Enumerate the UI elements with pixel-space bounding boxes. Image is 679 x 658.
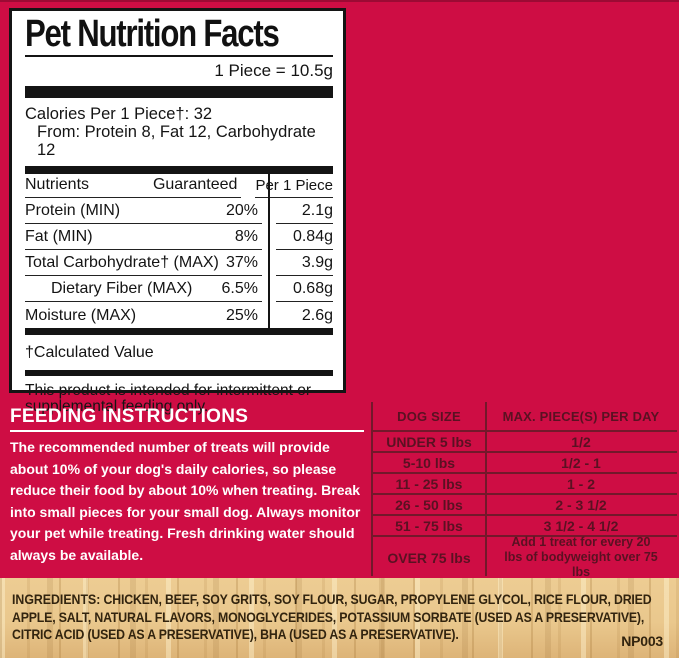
serving-size: 1 Piece = 10.5g xyxy=(214,61,333,80)
nutrient-name: Fat (MIN) xyxy=(25,228,93,245)
table-row: Dietary Fiber (MAX) 6.5% 0.68g xyxy=(25,276,333,302)
top-edge-line xyxy=(0,0,679,2)
column-divider xyxy=(268,174,270,328)
table-row: Fat (MIN) 8% 0.84g xyxy=(25,224,333,250)
ingredients-section: INGREDIENTS: CHICKEN, BEEF, SOY GRITS, S… xyxy=(0,578,679,658)
nutrient-per-piece: 2.6g xyxy=(301,307,333,324)
nutrient-per-piece: 2.1g xyxy=(276,202,333,224)
dog-table-column-divider xyxy=(485,402,487,576)
table-row: OVER 75 lbs Add 1 treat for every 20 lbs… xyxy=(373,535,677,579)
nutrient-per-piece: 3.9g xyxy=(276,254,333,276)
calories-from-line: From: Protein 8, Fat 12, Carbohydrate 12 xyxy=(37,123,316,159)
nutrients-table: Nutrients Guaranteed Per 1 Piece Protein… xyxy=(25,174,333,328)
ingredients-list: CHICKEN, BEEF, SOY GRITS, SOY FLOUR, SUG… xyxy=(12,591,652,642)
ingredients-text: INGREDIENTS: CHICKEN, BEEF, SOY GRITS, S… xyxy=(12,591,665,644)
header-per-piece: Per 1 Piece xyxy=(255,177,333,198)
table-row: Protein (MIN) 20% 2.1g xyxy=(25,198,333,224)
nutrient-guaranteed: 8% xyxy=(234,228,258,245)
calories-block: Calories Per 1 Piece†: 32 From: Protein … xyxy=(25,105,333,159)
max-pieces: Add 1 treat for every 20 lbs of bodyweig… xyxy=(504,535,658,579)
feeding-heading-rule xyxy=(10,430,364,432)
feeding-instructions-heading: FEEDING INSTRUCTIONS xyxy=(10,406,249,427)
nutrient-per-piece: 0.68g xyxy=(276,280,333,302)
nutrition-facts-panel: Pet Nutrition Facts 1 Piece = 10.5g Calo… xyxy=(9,8,346,414)
dog-table-header-row: DOG SIZE MAX. PIECE(S) PER DAY xyxy=(373,402,677,432)
dog-size-table: DOG SIZE MAX. PIECE(S) PER DAY UNDER 5 l… xyxy=(371,402,677,579)
thick-bar xyxy=(25,166,333,174)
max-pieces: 3 1/2 - 4 1/2 xyxy=(543,517,619,534)
feeding-instructions-body: The recommended number of treats will pr… xyxy=(10,439,361,563)
dog-size: 5-10 lbs xyxy=(402,454,456,471)
dog-size: 11 - 25 lbs xyxy=(395,475,463,492)
table-row: 11 - 25 lbs 1 - 2 xyxy=(373,474,677,495)
max-pieces: 1/2 - 1 xyxy=(561,454,601,471)
nutrient-guaranteed: 6.5% xyxy=(221,280,258,297)
table-row: UNDER 5 lbs 1/2 xyxy=(373,432,677,453)
nutrient-guaranteed: 37% xyxy=(225,254,258,271)
header-max-pieces: MAX. PIECE(S) PER DAY xyxy=(502,408,660,424)
thick-bar xyxy=(25,328,333,335)
dog-size: 51 - 75 lbs xyxy=(395,517,463,534)
feeding-statement: This product is intended for intermitten… xyxy=(25,382,312,415)
nutrient-name: Moisture (MAX) xyxy=(25,307,137,324)
nutrient-name: Total Carbohydrate† (MAX) xyxy=(25,254,219,271)
table-row: Moisture (MAX) 25% 2.6g xyxy=(25,302,333,328)
nutrient-per-piece: 0.84g xyxy=(276,228,333,250)
dog-size: UNDER 5 lbs xyxy=(386,433,472,450)
nutrient-name: Dietary Fiber (MAX) xyxy=(51,280,193,297)
dog-size: OVER 75 lbs xyxy=(387,549,471,566)
nutrient-guaranteed: 25% xyxy=(225,307,258,324)
product-code: NP003 xyxy=(621,633,663,649)
dog-size: 26 - 50 lbs xyxy=(395,496,463,513)
header-dog-size: DOG SIZE xyxy=(397,408,461,424)
max-pieces: 1 - 2 xyxy=(566,475,595,492)
panel-title: Pet Nutrition Facts xyxy=(25,13,280,55)
nutrients-header-row: Nutrients Guaranteed Per 1 Piece xyxy=(25,174,333,198)
ingredients-label: INGREDIENTS: xyxy=(12,591,101,607)
nutrient-name: Protein (MIN) xyxy=(25,202,121,219)
table-row: 26 - 50 lbs 2 - 3 1/2 xyxy=(373,495,677,516)
calories-line: Calories Per 1 Piece†: 32 xyxy=(25,105,213,123)
table-row: Total Carbohydrate† (MAX) 37% 3.9g xyxy=(25,250,333,276)
table-row: 5-10 lbs 1/2 - 1 xyxy=(373,453,677,474)
calculated-value-footnote: †Calculated Value xyxy=(25,344,154,361)
nutrient-guaranteed: 20% xyxy=(225,202,258,219)
max-pieces: 1/2 xyxy=(571,433,591,450)
max-pieces: 2 - 3 1/2 xyxy=(555,496,607,513)
header-nutrients: Nutrients xyxy=(25,176,90,193)
thick-bar xyxy=(25,370,333,376)
thick-bar xyxy=(25,86,333,98)
header-guaranteed: Guaranteed xyxy=(152,176,238,193)
title-rule xyxy=(25,55,333,57)
table-row: 51 - 75 lbs 3 1/2 - 4 1/2 xyxy=(373,516,677,537)
